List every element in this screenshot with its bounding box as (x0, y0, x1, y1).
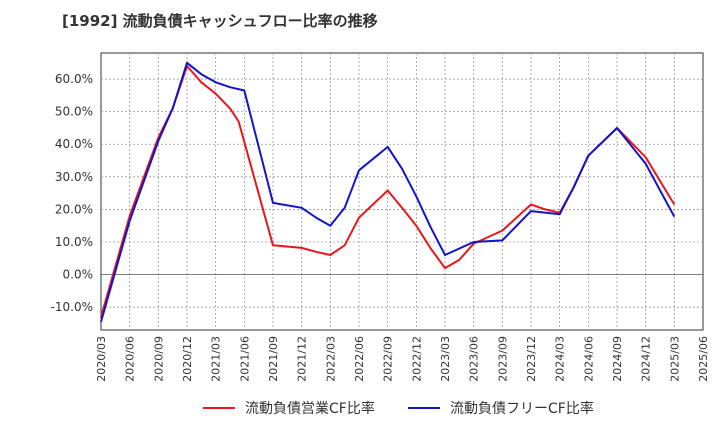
x-tick-label: 2022/06 (353, 336, 366, 382)
chart-legend: 流動負債営業CF比率 流動負債フリーCF比率 (0, 398, 720, 428)
x-tick-label: 2021/12 (296, 336, 309, 382)
series-line-free-cf (100, 61, 676, 323)
y-tick-label: 30.0% (55, 170, 93, 184)
legend-label: 流動負債フリーCF比率 (450, 401, 594, 417)
y-tick-label: 20.0% (55, 202, 93, 216)
x-tick-label: 2023/06 (468, 336, 481, 382)
x-tick-label: 2022/12 (410, 336, 423, 382)
x-tick-label: 2023/12 (525, 336, 538, 382)
x-tick-label: 2023/03 (439, 336, 452, 382)
x-tick-label: 2021/06 (238, 336, 251, 382)
y-tick-label: 0.0% (63, 268, 94, 282)
x-tick-label: 2020/09 (152, 336, 165, 382)
x-tick-label: 2020/06 (124, 336, 137, 382)
x-tick-label: 2020/03 (95, 336, 108, 382)
x-tick-label: 2022/03 (324, 336, 337, 382)
x-tick-label: 2022/09 (382, 336, 395, 382)
y-tick-label: 40.0% (55, 137, 93, 151)
y-tick-label: -10.0% (51, 300, 93, 314)
x-tick-label: 2023/09 (496, 336, 509, 382)
plot-frame (100, 52, 704, 331)
x-tick-label: 2024/12 (640, 336, 653, 382)
legend-swatch (203, 407, 235, 409)
chart-title: [1992] 流動負債キャッシュフロー比率の推移 (62, 12, 378, 30)
x-tick-label: 2025/06 (697, 336, 710, 382)
legend-label: 流動負債営業CF比率 (245, 401, 375, 417)
legend-item: 流動負債フリーCF比率 (408, 398, 594, 418)
x-tick-label: 2024/03 (554, 336, 567, 382)
legend-item: 流動負債営業CF比率 (203, 398, 375, 418)
legend-swatch (408, 407, 440, 409)
y-tick-label: 60.0% (55, 72, 93, 86)
y-tick-label: 50.0% (55, 105, 93, 119)
x-tick-label: 2021/03 (210, 336, 223, 382)
y-tick-label: 10.0% (55, 235, 93, 249)
x-tick-label: 2021/09 (267, 336, 280, 382)
x-tick-label: 2020/12 (181, 336, 194, 382)
x-tick-label: 2025/03 (668, 336, 681, 382)
x-tick-label: 2024/06 (582, 336, 595, 382)
x-tick-label: 2024/09 (611, 336, 624, 382)
